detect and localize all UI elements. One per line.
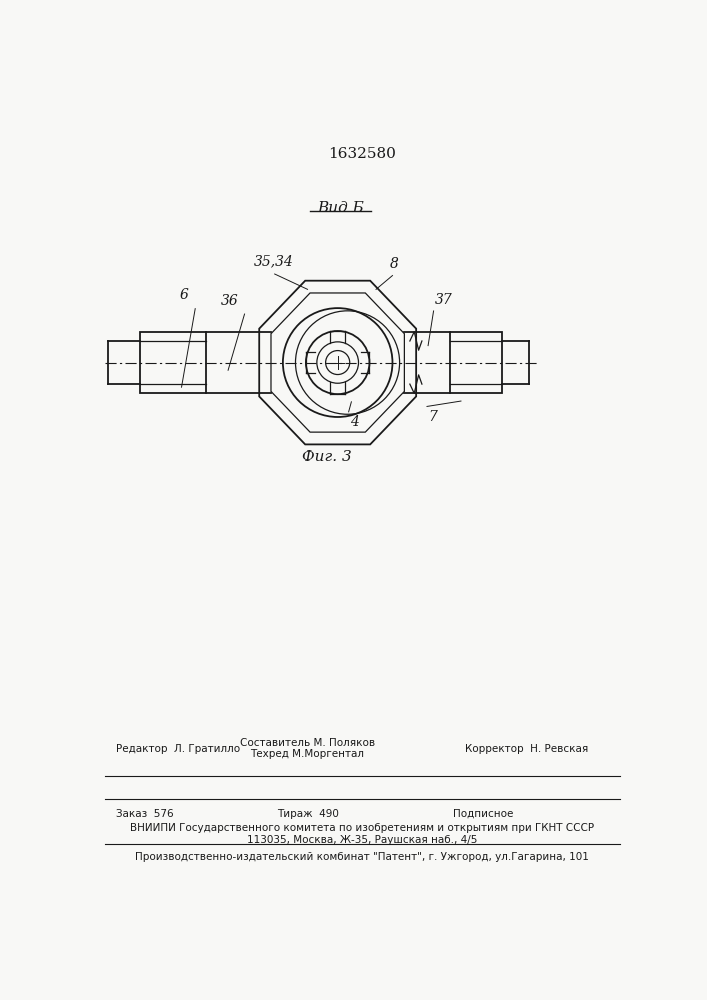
Text: 36: 36 bbox=[221, 294, 239, 308]
Text: 8: 8 bbox=[390, 257, 399, 271]
Text: 6: 6 bbox=[180, 288, 189, 302]
Text: Техред М.Моргентал: Техред М.Моргентал bbox=[250, 749, 365, 759]
Text: 7: 7 bbox=[428, 410, 437, 424]
Text: 35,34: 35,34 bbox=[254, 255, 293, 269]
Text: Производственно-издательский комбинат "Патент", г. Ужгород, ул.Гагарина, 101: Производственно-издательский комбинат "П… bbox=[136, 852, 589, 861]
Text: Вид Б: Вид Б bbox=[317, 201, 364, 215]
Text: Фиг. 3: Фиг. 3 bbox=[302, 450, 351, 464]
Text: Редактор  Л. Гратилло: Редактор Л. Гратилло bbox=[116, 744, 240, 754]
Bar bbox=[141, 332, 206, 393]
Text: 4: 4 bbox=[350, 415, 359, 429]
Bar bbox=[450, 332, 502, 393]
Text: Составитель М. Поляков: Составитель М. Поляков bbox=[240, 738, 375, 748]
Text: 1632580: 1632580 bbox=[328, 147, 397, 161]
Text: Корректор  Н. Ревская: Корректор Н. Ревская bbox=[465, 744, 588, 754]
Text: 37: 37 bbox=[435, 293, 452, 307]
Text: Заказ  576: Заказ 576 bbox=[116, 809, 173, 819]
Text: ВНИИПИ Государственного комитета по изобретениям и открытиям при ГКНТ СССР: ВНИИПИ Государственного комитета по изоб… bbox=[130, 823, 595, 833]
Text: Подписное: Подписное bbox=[452, 809, 513, 819]
Text: Тираж  490: Тираж 490 bbox=[276, 809, 339, 819]
Text: 113035, Москва, Ж-35, Раушская наб., 4/5: 113035, Москва, Ж-35, Раушская наб., 4/5 bbox=[247, 835, 477, 845]
